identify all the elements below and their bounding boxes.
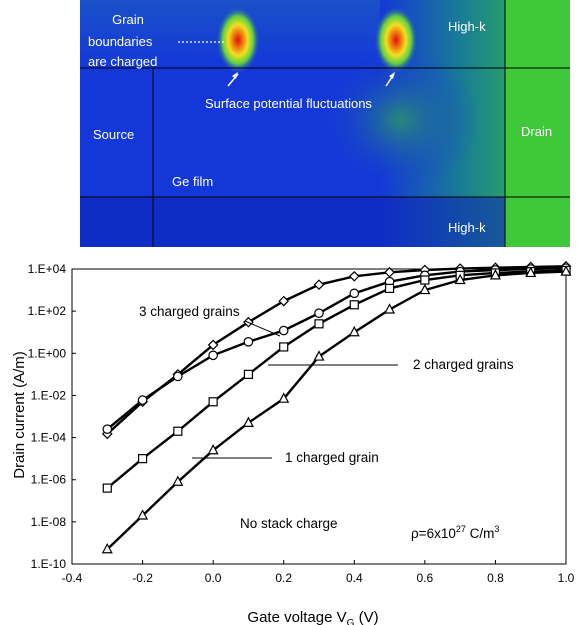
y-tick-label: 1.E-08 (31, 515, 67, 529)
data-point-diamond (278, 295, 290, 307)
high-k-bottom-label: High-k (448, 220, 486, 235)
data-point-square (384, 283, 395, 294)
y-tick-label: 1.E-02 (31, 388, 67, 402)
data-point-square (243, 369, 254, 379)
data-point-square (137, 454, 148, 464)
rho-prefix: ρ=6x10 (411, 526, 456, 541)
data-point-diamond (207, 339, 219, 351)
annotation-no-stack-charge: No stack charge (240, 516, 338, 531)
data-point-triangle (384, 303, 396, 314)
y-tick-label: 1.E-10 (31, 557, 67, 571)
series-circle (102, 263, 571, 434)
fluctuation-arrowhead-left (232, 72, 238, 79)
fluctuations-label: Surface potential fluctuations (205, 96, 372, 111)
data-point-circle (102, 424, 113, 434)
data-point-triangle (278, 392, 290, 403)
series-triangle (101, 265, 572, 554)
series-line-square (106, 269, 567, 490)
data-point-triangle (207, 443, 219, 455)
data-point-triangle (560, 265, 572, 276)
series-line-diamond (106, 265, 567, 435)
series-diamond (101, 260, 572, 440)
data-point-square (208, 397, 218, 407)
x-axis-title-main: Gate voltage V (247, 609, 346, 625)
data-point-square (314, 319, 324, 329)
x-tick-label: 0.4 (346, 571, 363, 585)
drain-label: Drain (521, 124, 552, 139)
x-tick-label: 1.0 (558, 571, 575, 585)
x-tick-label: 0.8 (487, 571, 504, 585)
x-tick-label: 0.2 (275, 571, 292, 585)
data-point-circle (173, 371, 183, 382)
rho-unit: C/m (466, 526, 495, 541)
annotation-1-charged-grain: 1 charged grain (285, 450, 379, 465)
y-tick-label: 1.E+02 (28, 304, 67, 318)
hotspot-right (374, 6, 418, 74)
data-point-triangle (525, 266, 537, 278)
annotation-2-charged-grains: 2 charged grains (413, 357, 514, 372)
data-point-triangle (101, 542, 113, 554)
data-point-circle (349, 288, 360, 299)
fluctuation-arrowhead-right (389, 72, 395, 79)
annotation-3-charged-grains: 3 charged grains (139, 304, 240, 319)
y-tick-label: 1.E+00 (28, 346, 67, 360)
data-point-triangle (454, 273, 466, 285)
grain-note-line3: are charged (88, 54, 157, 69)
x-axis-title: Gate voltage VG (V) (247, 609, 378, 625)
x-tick-label: -0.2 (132, 571, 153, 585)
high-k-top-label: High-k (448, 19, 486, 34)
data-point-square (279, 342, 289, 352)
data-point-square (102, 483, 112, 493)
ge-film-label: Ge film (172, 174, 213, 189)
data-point-triangle (419, 283, 431, 295)
rho-exponent: 27 (456, 524, 466, 534)
data-point-triangle (489, 269, 501, 280)
x-axis-title-sub: G (347, 618, 355, 625)
y-tick-label: 1.E-06 (31, 473, 67, 487)
data-point-circle (278, 325, 289, 336)
series-line-triangle (106, 270, 567, 551)
x-tick-label: -0.4 (62, 571, 83, 585)
grain-note-line1: Grain (112, 12, 144, 27)
x-tick-label: 0.0 (205, 571, 222, 585)
data-point-triangle (242, 416, 254, 427)
chart-annotations: 3 charged grains 2 charged grains 1 char… (139, 304, 514, 541)
data-point-triangle (348, 325, 360, 337)
data-point-diamond (348, 270, 360, 282)
data-point-circle (137, 395, 148, 405)
channel-glow (320, 50, 480, 190)
annotation-rho: ρ=6x1027 C/m3 (411, 524, 499, 541)
series-line-circle (106, 266, 567, 431)
grain-note-line2: boundaries (88, 34, 153, 49)
data-point-diamond (384, 266, 395, 278)
chart-axes: -0.4 -0.2 0.0 0.2 0.4 0.6 0.8 1.0 1.E-10 1.E-08 1.… (28, 262, 575, 585)
data-point-circle (208, 350, 218, 361)
data-point-triangle (172, 475, 184, 486)
x-tick-label: 0.6 (417, 571, 434, 585)
source-label: Source (93, 127, 134, 142)
x-axis-title-unit: (V) (354, 609, 378, 625)
y-tick-label: 1.E-04 (31, 431, 67, 445)
chart-series (101, 260, 572, 554)
hotspot-left (216, 6, 260, 74)
data-point-circle (243, 337, 254, 347)
rho-unit-exponent: 3 (494, 524, 499, 534)
annotation-3-charged-grains-leader (244, 320, 281, 337)
data-point-square (349, 300, 359, 310)
data-point-square (420, 275, 430, 285)
data-point-triangle (313, 350, 325, 361)
bottom-high-k-band (80, 197, 505, 247)
y-axis-title: Drain current (A/m) (11, 351, 28, 479)
drain-region (505, 0, 570, 247)
plot-frame (71, 268, 567, 565)
data-point-diamond (313, 279, 325, 291)
y-tick-label: 1.E+04 (28, 262, 67, 276)
data-point-square (173, 426, 183, 436)
data-point-triangle (137, 509, 149, 520)
data-point-circle (314, 308, 324, 318)
